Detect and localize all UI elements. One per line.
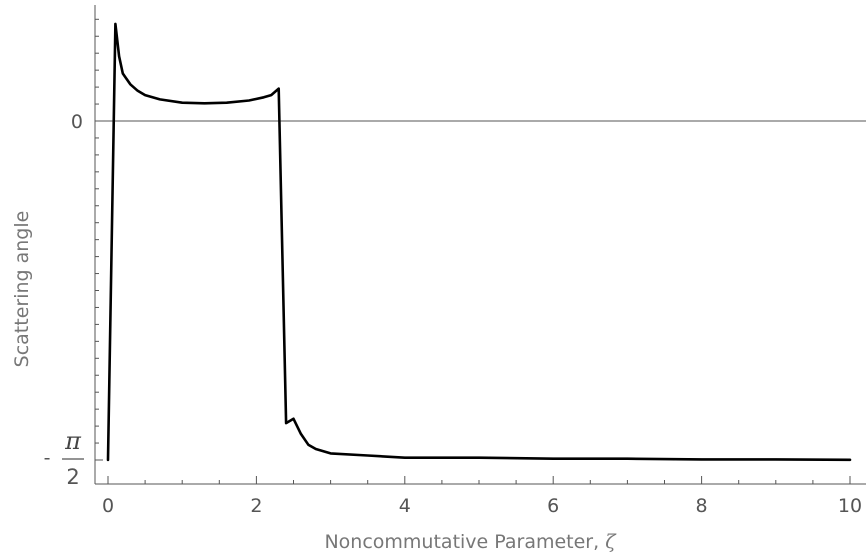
y-tick-label-pi: π: [64, 427, 82, 455]
x-tick-label: 2: [250, 495, 262, 517]
x-axis-title: Noncommutative Parameter, ζ: [324, 531, 617, 553]
y-axis-title: Scattering angle: [11, 211, 33, 368]
x-tick-label: 0: [102, 495, 114, 517]
x-tick-label: 8: [696, 495, 708, 517]
x-tick-label: 6: [547, 495, 559, 517]
series-layer: [106, 22, 852, 462]
y-tick-label-zero: 0: [71, 111, 83, 133]
x-tick-label: 4: [399, 495, 411, 517]
series-line: [106, 22, 852, 462]
x-tick-label: 10: [838, 495, 862, 517]
y-tick-label-minus: -: [44, 447, 51, 469]
x-axis: 0 2 4 6 8 10: [95, 476, 866, 517]
y-axis: 0 -π 2: [44, 5, 103, 489]
y-tick-label-two: 2: [66, 465, 79, 489]
